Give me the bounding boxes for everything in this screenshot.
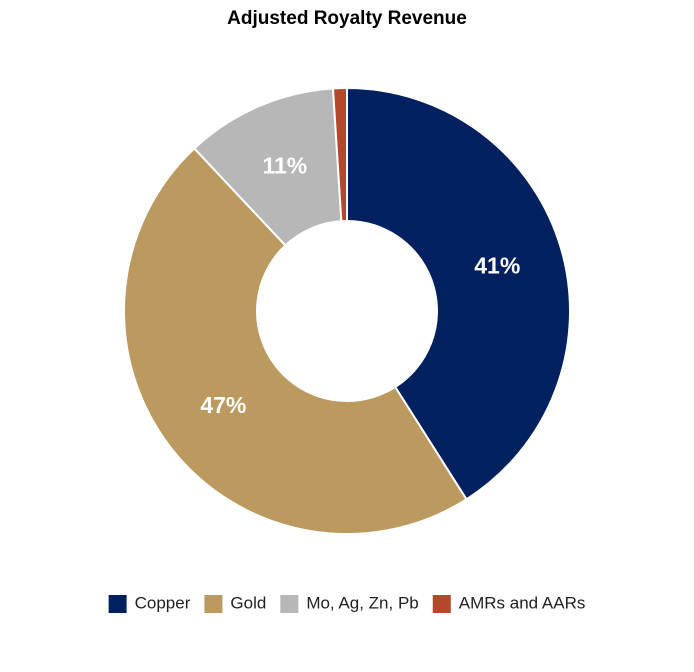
legend-swatch [432, 595, 451, 613]
chart-title: Adjusted Royalty Revenue [227, 8, 467, 29]
slice [346, 86, 571, 501]
data-label: 11% [262, 152, 307, 178]
legend-swatch [108, 595, 127, 613]
legend-label: Gold [230, 593, 266, 612]
legend-label: AMRs and AARs [459, 593, 586, 612]
legend-swatch [204, 595, 223, 613]
data-label: 47% [200, 392, 246, 418]
slice [123, 147, 468, 535]
slice [192, 87, 343, 247]
data-label: 41% [474, 252, 520, 278]
legend-label: Copper [135, 593, 191, 612]
legend-swatch [280, 595, 299, 613]
slice [331, 86, 348, 223]
legend-label: Mo, Ag, Zn, Pb [306, 593, 418, 612]
